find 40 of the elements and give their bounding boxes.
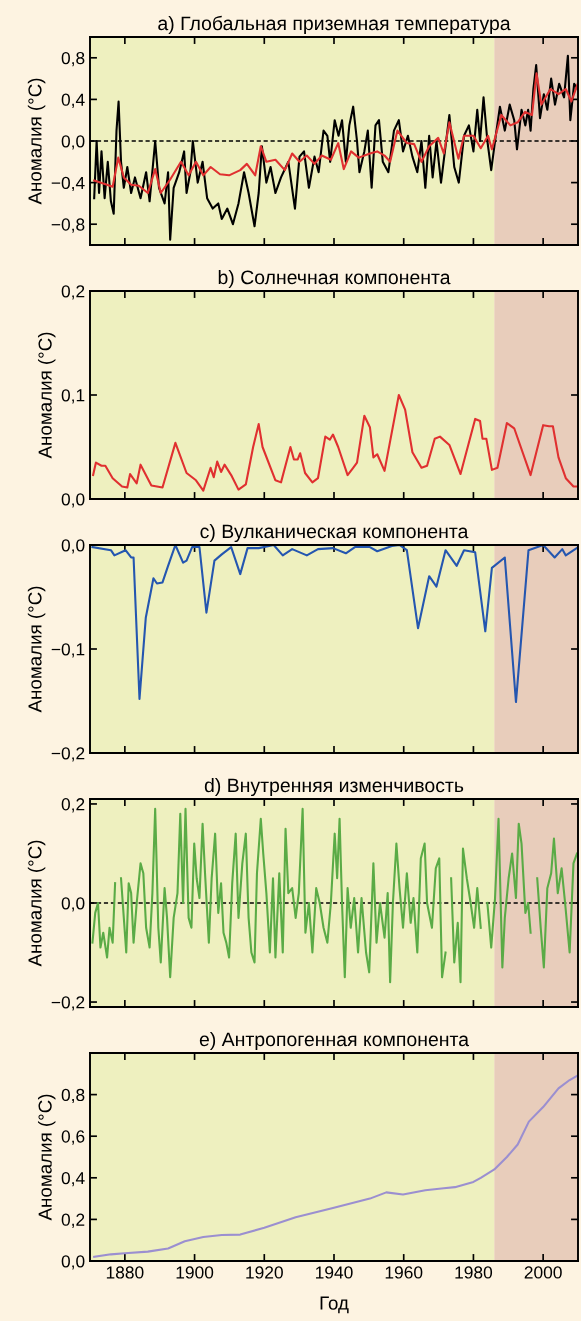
y-axis-title: Аномалия (°C): [27, 840, 46, 967]
y-tick-label: 0,0: [61, 135, 85, 150]
y-tick-label: 0,4: [61, 93, 85, 108]
y-tick-label: 0,0: [61, 1255, 85, 1270]
x-tick-label: 1940: [316, 1266, 353, 1279]
x-tick-label: 2000: [524, 1266, 562, 1279]
chart-title: c) Вулканическая компонента: [200, 523, 469, 543]
x-axis-title: Год: [320, 1296, 349, 1314]
y-tick-label: 0,0: [61, 493, 85, 508]
x-tick-label: 1880: [106, 1266, 144, 1279]
x-tick-label: 1960: [385, 1266, 423, 1279]
y-tick-label: 0,8: [61, 1088, 85, 1104]
y-axis-title: Аномалия (°C): [27, 586, 46, 713]
chart-title: a) Глобальная приземная температура: [158, 15, 511, 35]
y-tick-label: 0,8: [61, 51, 85, 67]
y-tick-label: 0,2: [61, 1213, 85, 1228]
x-tick-label: 1920: [246, 1266, 283, 1279]
chart-title: b) Солнечная компонента: [218, 269, 451, 289]
y-tick-label: −0,1: [51, 643, 85, 658]
line-series: [92, 393, 578, 492]
chart-title: e) Антропогенная компонента: [199, 1031, 470, 1051]
y-axis-title: Аномалия (°C): [37, 332, 56, 459]
x-tick-label: 1900: [176, 1266, 214, 1279]
y-tick-label: −0,2: [51, 747, 85, 762]
y-tick-label: −0,8: [51, 218, 85, 233]
y-tick-label: 0,0: [61, 539, 85, 554]
y-tick-label: 0,4: [61, 1171, 85, 1187]
y-tick-label: −0,2: [51, 996, 85, 1011]
y-tick-label: 0,1: [61, 389, 85, 404]
y-tick-label: 0,6: [61, 1130, 85, 1145]
y-axis-title: Аномалия (°C): [27, 78, 46, 205]
x-tick-label: 1980: [455, 1266, 493, 1279]
chart-title: d) Внутренняя изменчивость: [204, 777, 464, 797]
line-series: [93, 1074, 578, 1258]
y-tick-label: −0,4: [51, 176, 85, 192]
y-tick-label: 0,2: [61, 285, 85, 300]
line-series: [93, 72, 578, 195]
y-tick-label: 0,0: [61, 897, 85, 912]
y-tick-label: 0,2: [61, 798, 85, 813]
y-axis-title: Аномалия (°C): [37, 1094, 56, 1221]
